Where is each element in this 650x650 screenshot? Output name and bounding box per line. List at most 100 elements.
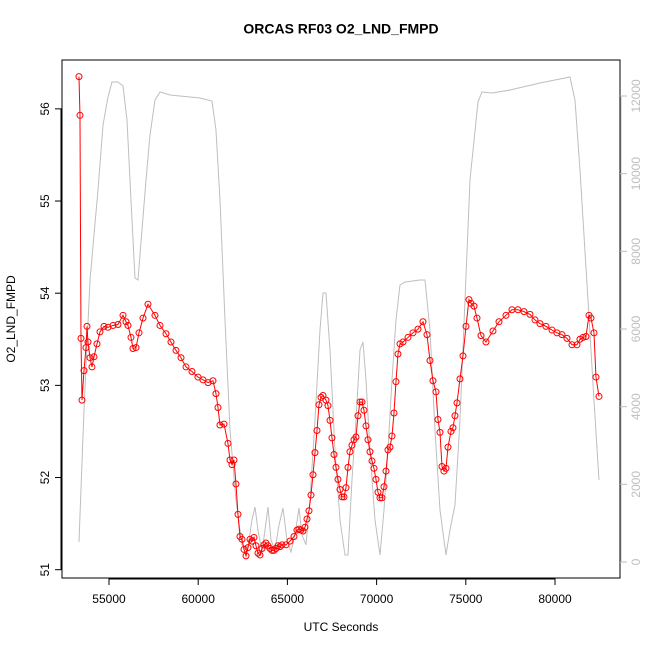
data-point bbox=[336, 486, 344, 494]
y-tick-label: 54 bbox=[38, 286, 52, 300]
data-point bbox=[514, 306, 522, 314]
data-point bbox=[234, 510, 242, 518]
data-point bbox=[100, 322, 108, 330]
data-point bbox=[86, 354, 94, 362]
data-point bbox=[590, 329, 598, 337]
data-point bbox=[132, 344, 140, 352]
data-point bbox=[311, 449, 319, 457]
data-point bbox=[238, 535, 246, 543]
data-point bbox=[526, 310, 534, 318]
data-point bbox=[307, 491, 315, 499]
data-point bbox=[330, 450, 338, 458]
data-point bbox=[536, 320, 544, 328]
data-point bbox=[83, 322, 91, 330]
y2-tick-label: 12000 bbox=[629, 79, 643, 113]
data-point bbox=[124, 321, 132, 329]
data-point bbox=[268, 546, 276, 554]
data-point bbox=[250, 533, 258, 541]
data-point bbox=[592, 373, 600, 381]
data-point bbox=[582, 333, 590, 341]
data-point bbox=[354, 412, 362, 420]
data-point bbox=[93, 340, 101, 348]
data-point bbox=[470, 302, 478, 310]
data-point bbox=[579, 333, 587, 341]
data-point bbox=[520, 308, 528, 316]
data-point bbox=[324, 402, 332, 410]
data-point bbox=[338, 493, 346, 501]
data-point bbox=[434, 415, 442, 423]
data-point bbox=[465, 296, 473, 304]
data-point bbox=[313, 427, 321, 435]
data-point bbox=[429, 377, 437, 385]
y-axis-label: O2_LND_FMPD bbox=[4, 275, 18, 363]
y-tick-label: 53 bbox=[38, 378, 52, 392]
y2-tick-label: 8000 bbox=[629, 238, 643, 265]
data-point bbox=[244, 544, 252, 552]
data-point bbox=[573, 341, 581, 349]
data-point bbox=[240, 545, 248, 553]
data-point bbox=[344, 463, 352, 471]
data-point bbox=[177, 354, 185, 362]
data-point bbox=[90, 353, 98, 361]
data-point bbox=[380, 483, 388, 491]
data-point bbox=[188, 368, 196, 376]
data-point bbox=[438, 462, 446, 470]
data-point bbox=[305, 507, 313, 515]
data-point bbox=[358, 398, 366, 406]
data-point bbox=[156, 321, 164, 329]
data-point bbox=[242, 552, 250, 560]
data-point bbox=[76, 111, 84, 119]
data-point bbox=[409, 329, 417, 337]
y2-tick-label: 10000 bbox=[629, 157, 643, 191]
data-point bbox=[162, 330, 170, 338]
data-point bbox=[78, 396, 86, 404]
data-point bbox=[568, 341, 576, 349]
data-point bbox=[392, 378, 400, 386]
data-point bbox=[182, 363, 190, 371]
data-point bbox=[254, 549, 262, 557]
y2-tick-label: 2000 bbox=[629, 471, 643, 498]
data-point bbox=[270, 546, 278, 554]
data-point bbox=[328, 434, 336, 442]
data-point bbox=[75, 73, 83, 81]
data-point bbox=[382, 467, 390, 475]
data-point bbox=[278, 541, 286, 549]
data-point bbox=[372, 475, 380, 483]
data-point bbox=[449, 424, 457, 432]
data-point bbox=[88, 363, 96, 371]
data-point bbox=[542, 322, 550, 330]
x-tick-label: 75000 bbox=[449, 592, 483, 606]
data-point bbox=[404, 333, 412, 341]
data-point bbox=[209, 377, 217, 385]
data-point bbox=[376, 494, 384, 502]
data-point bbox=[558, 331, 566, 339]
data-point bbox=[135, 329, 143, 337]
data-point bbox=[346, 448, 354, 456]
data-point bbox=[326, 416, 334, 424]
x-tick-label: 70000 bbox=[360, 592, 394, 606]
x-tick-label: 65000 bbox=[271, 592, 305, 606]
data-point bbox=[332, 463, 340, 471]
data-point bbox=[502, 311, 510, 319]
data-point bbox=[167, 338, 175, 346]
data-point bbox=[388, 432, 396, 440]
data-point bbox=[77, 334, 85, 342]
data-point bbox=[151, 311, 159, 319]
data-point bbox=[595, 392, 603, 400]
data-point bbox=[286, 537, 294, 545]
data-point bbox=[399, 338, 407, 346]
data-point bbox=[301, 523, 309, 531]
data-point bbox=[414, 325, 422, 333]
data-point bbox=[129, 344, 137, 352]
data-point bbox=[390, 409, 398, 417]
data-point bbox=[260, 541, 268, 549]
data-point bbox=[214, 403, 222, 411]
data-point bbox=[172, 346, 180, 354]
data-point bbox=[127, 333, 135, 341]
plot-frame bbox=[61, 59, 621, 579]
data-point bbox=[246, 535, 254, 543]
data-point bbox=[477, 332, 485, 340]
data-point bbox=[473, 314, 481, 322]
data-point bbox=[248, 537, 256, 545]
data-point bbox=[394, 350, 402, 358]
